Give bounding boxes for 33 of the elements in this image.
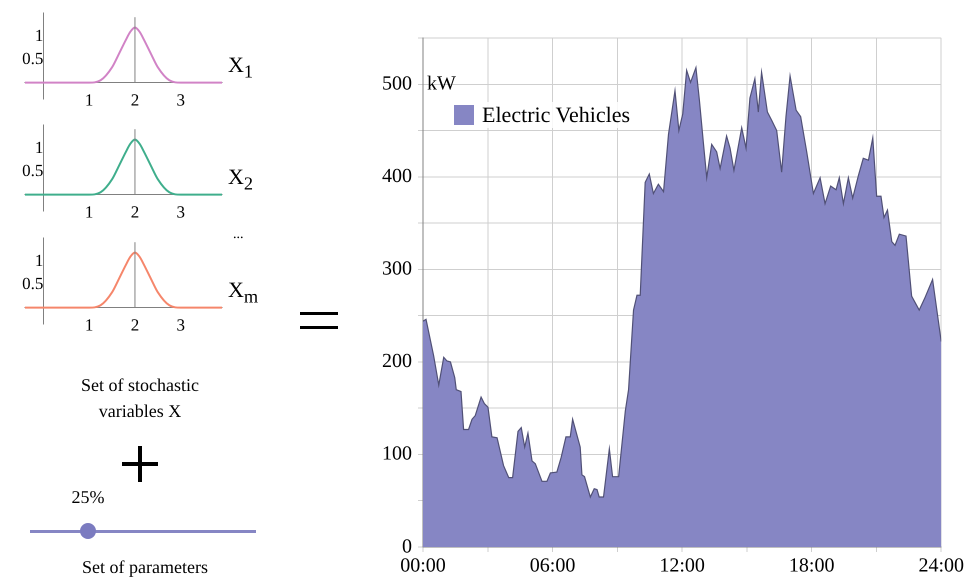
y-tick-label: 400 — [382, 165, 412, 188]
x-tick-label: 3 — [176, 202, 186, 222]
x-tick-label: 24:00 — [918, 554, 964, 576]
text: Set of parameters — [81, 556, 209, 579]
y-tick-label: 500 — [382, 72, 412, 95]
y-tick-label: 1 — [34, 250, 44, 270]
x-tick-label: 2 — [130, 315, 140, 334]
y-tick-label: 1 — [34, 138, 44, 157]
x-axis-title: X$_{1}$ — [228, 52, 254, 82]
y-tick-label: 100 — [382, 442, 412, 465]
x-tick-label: 2 — [130, 90, 140, 110]
x-tick-label: 12:00 — [659, 554, 705, 576]
y-tick-label: 0.5 — [22, 274, 44, 293]
legend-label: Electric Vehicles — [454, 102, 630, 128]
y-tick-label: 300 — [382, 258, 412, 280]
x-tick-label: 3 — [176, 315, 186, 334]
x-axis-title: X$_{m}$ — [228, 277, 258, 308]
text: Set of stochastic variables X — [80, 374, 200, 423]
x-tick-label: 18:00 — [788, 554, 834, 576]
y-tick-label: 200 — [382, 350, 412, 372]
x-tick-label: 1 — [84, 90, 94, 110]
y-tick-label: 0.5 — [22, 160, 44, 180]
x-tick-label: 1 — [84, 315, 94, 334]
x-tick-label: 1 — [84, 202, 94, 222]
text: 25% — [70, 486, 106, 509]
x-tick-label: 06:00 — [530, 554, 576, 576]
y-tick-label: 1 — [34, 26, 44, 45]
text: ... — [233, 227, 244, 243]
x-axis-title: X$_{2}$ — [228, 164, 254, 194]
y-axis-title: kW — [427, 72, 456, 95]
x-tick-label: 2 — [130, 202, 140, 222]
y-tick-label: 0.5 — [22, 48, 44, 68]
x-tick-label: 3 — [176, 90, 186, 110]
